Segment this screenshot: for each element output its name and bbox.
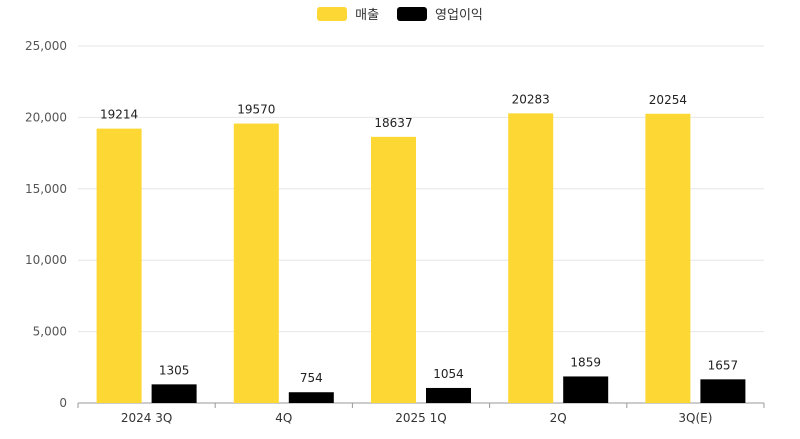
y-axis: 0 5,000 10,000 15,000 20,000 25,000 <box>25 39 67 410</box>
bar-operating-profit[interactable] <box>151 384 197 403</box>
legend-label-operating-profit: 영업이익 <box>435 8 483 23</box>
y-tick-label: 25,000 <box>25 39 67 53</box>
bar-revenue[interactable] <box>233 123 279 403</box>
data-label-revenue: 19214 <box>100 108 138 122</box>
bar-revenue[interactable] <box>96 128 142 403</box>
data-label-revenue: 18637 <box>374 116 412 130</box>
bar-revenue[interactable] <box>508 113 554 403</box>
y-tick-label: 0 <box>59 396 67 410</box>
bar-operating-profit[interactable] <box>563 376 609 403</box>
y-tick-label: 5,000 <box>33 325 67 339</box>
x-tick-label: 2Q <box>550 411 567 425</box>
x-tick-label: 3Q(E) <box>678 411 712 425</box>
data-label-operating-profit: 1054 <box>433 367 464 381</box>
bar-operating-profit[interactable] <box>700 379 746 403</box>
data-label-operating-profit: 754 <box>300 371 323 385</box>
bar-operating-profit[interactable] <box>288 392 334 403</box>
y-tick-label: 15,000 <box>25 182 67 196</box>
x-tick-label: 2025 1Q <box>395 411 446 425</box>
x-axis: 2024 3Q 4Q 2025 1Q 2Q 3Q(E) <box>77 402 765 425</box>
legend: 매출 영업이익 <box>0 4 800 23</box>
bar-revenue[interactable] <box>645 113 691 403</box>
data-label-operating-profit: 1859 <box>570 355 601 369</box>
data-label-operating-profit: 1305 <box>159 363 190 377</box>
data-label-revenue: 20283 <box>512 92 550 106</box>
data-label-operating-profit: 1657 <box>708 358 739 372</box>
data-label-revenue: 20254 <box>649 93 687 107</box>
x-tick-label: 4Q <box>275 411 292 425</box>
legend-label-revenue: 매출 <box>355 8 380 23</box>
bars <box>96 113 746 403</box>
legend-item-operating-profit[interactable]: 영업이익 <box>397 4 483 23</box>
bar-operating-profit[interactable] <box>426 387 471 403</box>
legend-swatch-operating-profit <box>397 6 428 21</box>
y-tick-label: 10,000 <box>25 253 67 267</box>
x-tick-label: 2024 3Q <box>121 411 172 425</box>
data-label-revenue: 19570 <box>237 103 275 117</box>
data-labels: 19214 1305 19570 754 18637 1054 20283 1859 20254… <box>100 92 738 385</box>
bar-revenue[interactable] <box>371 136 416 403</box>
legend-swatch-revenue <box>317 6 348 21</box>
legend-item-revenue[interactable]: 매출 <box>317 4 379 23</box>
y-tick-label: 20,000 <box>25 110 67 124</box>
